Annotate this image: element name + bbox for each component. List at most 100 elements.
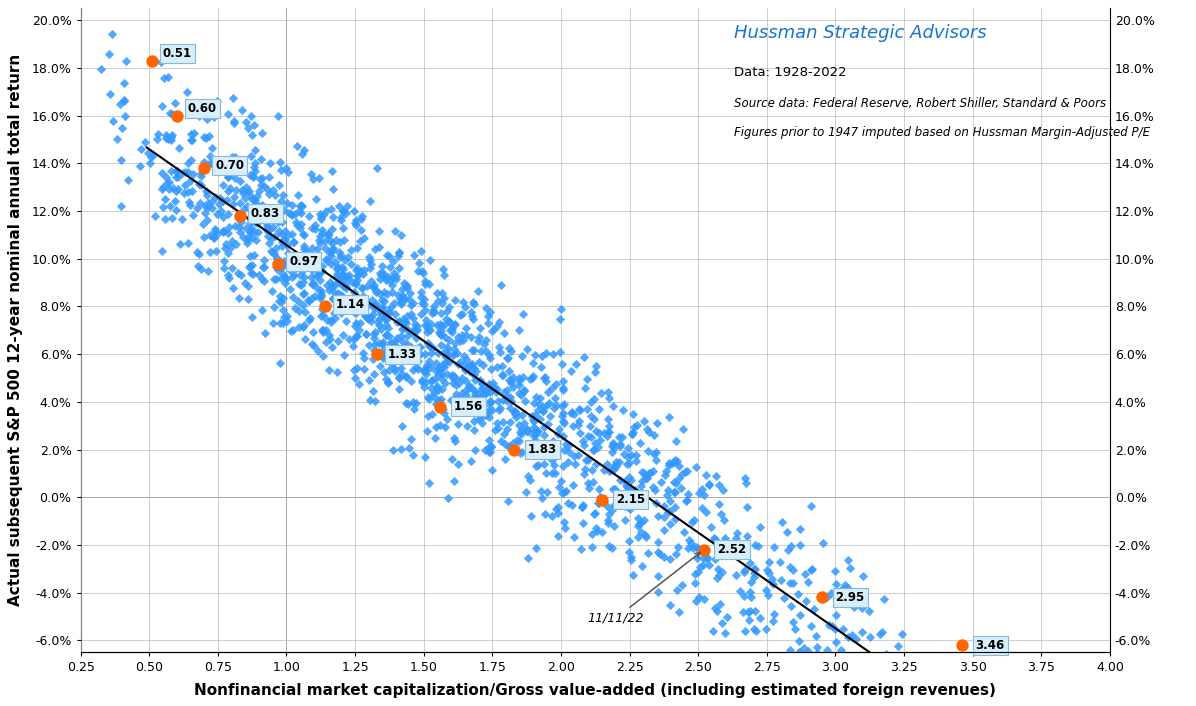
Point <box>157 132 176 143</box>
Point <box>112 122 132 133</box>
Point <box>319 330 338 341</box>
Point <box>714 514 733 525</box>
Point <box>509 379 529 390</box>
Point <box>826 610 846 621</box>
Point <box>402 341 421 352</box>
Point <box>398 325 417 336</box>
Point <box>273 241 292 252</box>
Point <box>196 132 215 143</box>
Point <box>323 211 342 222</box>
Point <box>249 206 268 217</box>
Point <box>429 326 448 337</box>
Point <box>581 420 600 431</box>
Point <box>514 418 533 429</box>
Point <box>487 387 506 398</box>
Point <box>750 612 769 623</box>
Point <box>304 277 323 289</box>
Point <box>322 317 341 328</box>
Point <box>499 352 518 364</box>
Point <box>252 304 271 316</box>
Point <box>285 237 304 248</box>
Point <box>385 339 404 350</box>
Point <box>370 241 389 253</box>
Point <box>163 213 182 224</box>
Point <box>391 229 410 240</box>
Point <box>324 287 343 298</box>
Point <box>243 130 262 141</box>
Point <box>311 231 330 242</box>
Point <box>367 349 386 360</box>
Point <box>331 272 350 283</box>
Point <box>331 212 350 223</box>
Point <box>313 326 332 337</box>
Point <box>426 432 445 443</box>
Point <box>420 279 439 290</box>
Point <box>618 484 637 496</box>
Point <box>422 361 441 373</box>
Point <box>481 352 500 364</box>
Point <box>518 424 537 436</box>
Point <box>532 485 551 496</box>
Point <box>269 265 288 276</box>
Point <box>178 237 197 249</box>
Point <box>242 191 261 203</box>
Point <box>313 350 332 361</box>
Point <box>445 319 464 330</box>
Point <box>279 229 298 241</box>
Point <box>395 316 414 327</box>
Point <box>509 436 529 447</box>
Point <box>659 506 678 517</box>
Point <box>380 275 399 287</box>
X-axis label: Nonfinancial market capitalization/Gross value-added (including estimated foreig: Nonfinancial market capitalization/Gross… <box>194 683 996 698</box>
Point <box>240 261 260 272</box>
Point <box>250 173 269 184</box>
Point <box>478 311 498 322</box>
Point <box>460 331 480 342</box>
Point <box>331 307 350 318</box>
Point <box>294 243 313 254</box>
Point <box>429 364 448 375</box>
Point <box>365 345 384 356</box>
Point <box>209 199 228 210</box>
Point <box>181 199 200 210</box>
Point <box>755 650 774 662</box>
Point <box>410 342 429 353</box>
Point <box>807 641 826 652</box>
Point <box>533 405 553 417</box>
Point <box>347 299 366 310</box>
Point <box>678 489 697 500</box>
Point <box>700 559 719 570</box>
Point <box>797 595 816 606</box>
Point <box>687 541 706 552</box>
Point <box>214 226 233 237</box>
Text: 0.60: 0.60 <box>188 102 216 115</box>
Point <box>366 299 385 310</box>
Point <box>277 258 297 270</box>
Point <box>549 530 568 542</box>
Point <box>524 414 543 426</box>
Point <box>275 277 294 289</box>
Point <box>371 349 390 361</box>
Point <box>176 166 195 177</box>
Point <box>358 313 377 325</box>
Point <box>331 252 350 263</box>
Point <box>377 330 396 341</box>
Text: 1.83: 1.83 <box>527 443 557 456</box>
Point <box>509 373 529 384</box>
Point <box>403 449 422 460</box>
Point <box>225 152 244 163</box>
Point <box>248 217 267 229</box>
Point <box>294 240 313 251</box>
Point <box>287 263 306 274</box>
Point <box>783 564 803 575</box>
Point <box>874 593 893 604</box>
Point <box>295 306 315 317</box>
Point <box>779 544 798 556</box>
Point <box>118 174 138 186</box>
Point <box>563 421 582 432</box>
Point <box>480 399 499 410</box>
Point <box>172 167 191 179</box>
Point <box>476 334 495 345</box>
Point <box>219 172 238 183</box>
Point <box>373 352 392 364</box>
